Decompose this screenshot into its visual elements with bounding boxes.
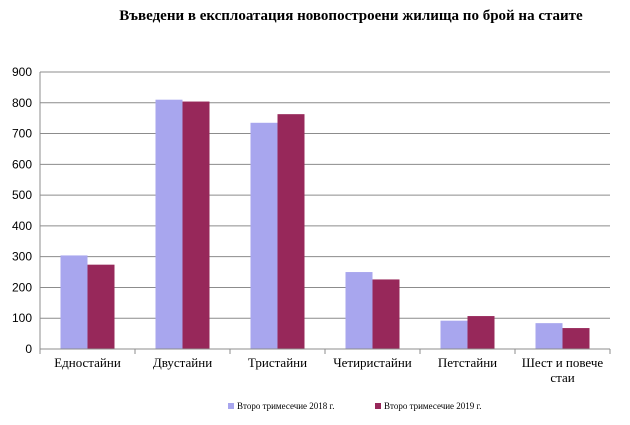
bar (440, 320, 468, 349)
chart-title: Въведени в експлоатация новопостроени жи… (119, 8, 583, 24)
bars (60, 99, 590, 350)
y-tick-label: 700 (12, 127, 32, 141)
bar (60, 255, 88, 349)
legend-swatch (375, 403, 381, 409)
x-tick-label: Петстайни (438, 355, 497, 370)
legend-label: Второ тримесечие 2018 г. (237, 401, 334, 411)
x-tick-label: Тристайни (248, 355, 307, 370)
x-tick-label: Четиристайни (333, 355, 412, 370)
bar (87, 264, 115, 349)
bar (372, 279, 400, 349)
y-tick-label: 400 (12, 219, 32, 233)
legend-swatch (228, 403, 234, 409)
bar (155, 99, 183, 349)
axes: 0 100 200 300 400 500 600 700 800 900 Едностайни Дв… (12, 65, 611, 385)
y-tick-label: 300 (12, 250, 32, 264)
bar (250, 122, 278, 350)
x-tick-label: Двустайни (153, 355, 212, 370)
x-tick-label: стаи (550, 370, 574, 385)
y-tick-label: 600 (12, 157, 32, 171)
bar (182, 101, 210, 350)
legend-label: Второ тримесечие 2019 г. (384, 401, 481, 411)
y-tick-label: 100 (12, 311, 32, 325)
y-tick-label: 500 (12, 188, 32, 202)
x-tick-label: Шест и повече (522, 355, 604, 370)
bar (535, 323, 563, 349)
legend: Второ тримесечие 2018 г. Второ тримесечие… (228, 401, 481, 411)
y-tick-label: 0 (25, 342, 32, 356)
bar (562, 328, 590, 349)
bar (467, 316, 495, 349)
bar (345, 272, 373, 349)
y-tick-label: 800 (12, 96, 32, 110)
x-tick-label: Едностайни (54, 355, 121, 370)
grid-lines (40, 71, 610, 319)
y-tick-label: 200 (12, 280, 32, 294)
y-tick-label: 900 (12, 65, 32, 79)
bar (277, 114, 305, 349)
